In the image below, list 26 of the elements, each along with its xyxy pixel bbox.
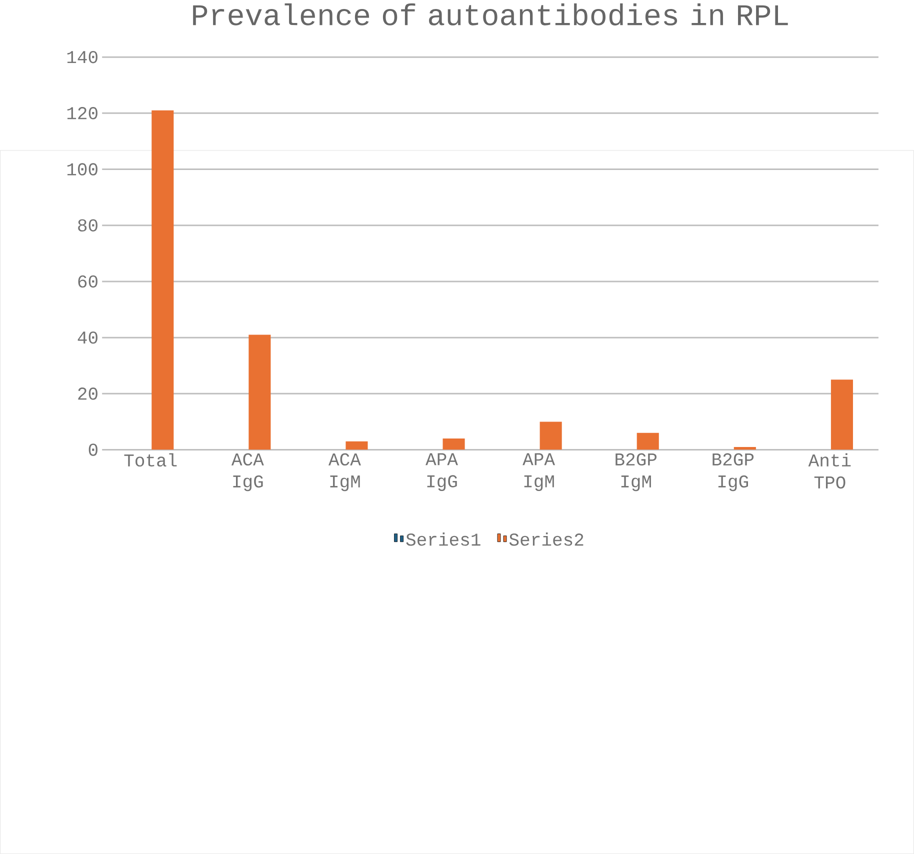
bar [442, 438, 465, 450]
x-tick-label: Total [124, 453, 177, 467]
y-tick-label: 100 [67, 163, 98, 176]
chart-title: Prevalence of autoantibodies in RPL [193, 3, 788, 26]
x-tick-label: B2GP IgM [616, 453, 657, 492]
bar [248, 334, 271, 450]
bar [636, 433, 659, 450]
y-tick-label: 40 [78, 332, 98, 344]
x-tick-label: ACA IgM [328, 453, 361, 492]
x-tick-label: APA IgG [426, 453, 458, 492]
legend-label: Series1 [406, 532, 480, 546]
y-tick-label: 0 [88, 444, 98, 456]
x-tick-label: B2GP IgG [712, 453, 754, 492]
bar [346, 441, 368, 450]
y-tick-label: 140 [67, 51, 98, 64]
y-tick-label: 80 [78, 219, 98, 232]
bar [540, 422, 562, 450]
bar [830, 380, 853, 450]
x-tick-label: Anti TPO [808, 453, 851, 489]
x-tick-label: ACA IgG [231, 453, 264, 492]
y-tick-label: 120 [67, 107, 98, 120]
legend-label: Series2 [509, 532, 584, 546]
bar [152, 110, 174, 450]
y-tick-label: 60 [78, 275, 98, 288]
x-tick-label: APA IgM [522, 453, 556, 492]
y-tick-label: 20 [78, 388, 98, 400]
